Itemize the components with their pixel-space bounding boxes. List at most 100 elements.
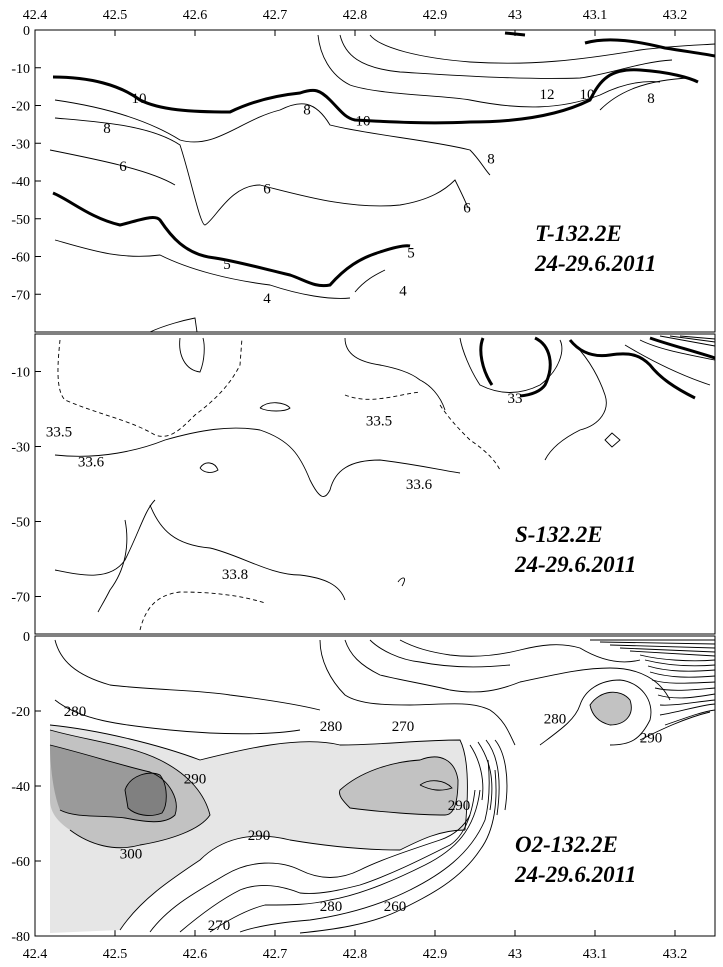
- contour-line: [54, 99, 491, 176]
- contour-line-bold: [479, 337, 494, 386]
- y-tick-label: -10: [11, 62, 30, 77]
- o2-fill-mid: [339, 756, 458, 815]
- y-tick-label: -50: [11, 516, 30, 531]
- o2-fill-darker: [125, 773, 167, 816]
- contour-line: [659, 335, 716, 347]
- contour-line-bold: [584, 38, 716, 58]
- contour-line-dashed: [57, 337, 243, 437]
- y-tick-label: -10: [11, 366, 30, 381]
- contour-label: 8: [103, 121, 111, 137]
- contour-line: [399, 639, 521, 657]
- contour-line: [124, 772, 167, 816]
- contour-label: 12: [540, 87, 555, 103]
- contour-label: 270: [392, 719, 415, 735]
- contour-line: [54, 427, 461, 497]
- x-tick-label: 42.7: [263, 8, 288, 23]
- contour-label: 280: [544, 712, 567, 728]
- contour-line: [149, 814, 471, 933]
- contour-line: [49, 724, 468, 831]
- contour-line: [397, 577, 405, 587]
- contour-line: [544, 344, 607, 461]
- contour-line: [54, 639, 321, 711]
- contour-line: [149, 504, 346, 601]
- contour-line-bold: [52, 191, 411, 288]
- contour-label: 33.8: [222, 567, 248, 583]
- x-tick-label: 42.4: [23, 8, 48, 23]
- dense-contours: [469, 639, 716, 816]
- contour-line: [319, 639, 516, 746]
- contour-line: [299, 769, 497, 934]
- contour-line: [344, 337, 446, 411]
- contour-line: [54, 239, 351, 299]
- contour-label: 280: [64, 704, 87, 720]
- y-tick-label: -30: [11, 137, 30, 152]
- contour-label: 6: [463, 200, 471, 216]
- x-tick-label: 43.1: [583, 8, 608, 23]
- x-tick-label: 43.1: [583, 947, 608, 962]
- contour-line: [54, 699, 301, 735]
- contour-label: 33.5: [366, 413, 392, 429]
- oxygen-date: 24-29.6.2011: [514, 862, 636, 887]
- contour-label: 4: [263, 291, 271, 307]
- contour-line: [589, 691, 632, 726]
- contour-label: 8: [647, 91, 655, 107]
- x-tick-label: 42.5: [103, 947, 128, 962]
- contour-label: 290: [248, 828, 271, 844]
- contour-line: [519, 667, 671, 701]
- contour-line-bold: [519, 336, 552, 398]
- contour-line: [199, 462, 219, 473]
- contour-label: 10: [132, 91, 147, 107]
- x-tick-label: 42.8: [343, 8, 368, 23]
- contour-line: [369, 34, 716, 64]
- contour-label: 290: [448, 798, 471, 814]
- contour-line: [119, 829, 466, 931]
- o2-fill-light: [70, 830, 116, 867]
- contour-line-bold: [504, 31, 526, 37]
- temperature-date: 24-29.6.2011: [534, 251, 656, 276]
- y-tick-label: 0: [23, 24, 30, 39]
- o2-fill-mid: [590, 692, 632, 725]
- contour-line: [179, 337, 205, 373]
- contour-line: [259, 402, 291, 412]
- temperature-title: T-132.2E: [535, 221, 622, 246]
- contour-label: 33.6: [406, 477, 433, 493]
- contour-line: [539, 679, 652, 746]
- contour-label: 6: [119, 159, 127, 175]
- oxygen-y-axis: 0 -20 -40 -60 -80: [11, 630, 41, 945]
- contour-label: 33.6: [78, 455, 105, 471]
- salinity-date: 24-29.6.2011: [514, 552, 636, 577]
- contour-label: 290: [184, 772, 207, 788]
- contour-line: [54, 117, 469, 226]
- contour-line: [519, 644, 641, 663]
- salinity-panel: -10 -30 -50 -70 33.5 33.5 33.6 33.6 33.8 33 S-13…: [11, 333, 716, 635]
- contour-line: [54, 499, 156, 576]
- x-tick-label: 43.2: [663, 8, 688, 23]
- x-tick-label: 43: [508, 8, 522, 23]
- x-tick-label: 42.9: [423, 8, 448, 23]
- salinity-title: S-132.2E: [515, 522, 603, 547]
- contour-line: [354, 269, 386, 293]
- contour-line-dashed: [439, 404, 501, 471]
- oxygen-panel: 0 -20 -40 -60 -80: [11, 630, 716, 945]
- contour-line: [419, 780, 453, 791]
- y-tick-label: -70: [11, 288, 30, 303]
- contour-label: 290: [640, 730, 663, 746]
- contour-line: [49, 149, 176, 186]
- contour-label: 300: [120, 847, 143, 863]
- contour-label: 33: [508, 391, 523, 407]
- oxygen-title: O2-132.2E: [515, 832, 618, 857]
- contour-line: [624, 344, 711, 386]
- temperature-contour-labels: 10 10 10 12 8 8 8 8 6 6 6 5 5 4 4: [103, 87, 655, 307]
- y-tick-label: -20: [11, 705, 30, 720]
- x-tick-label: 43: [508, 947, 522, 962]
- contour-line: [317, 34, 661, 108]
- contour-label: 10: [580, 87, 595, 103]
- y-tick-label: -40: [11, 175, 30, 190]
- contour-line-bold: [568, 339, 696, 400]
- x-tick-label: 42.9: [423, 947, 448, 962]
- contour-line: [369, 639, 511, 668]
- contour-label: 4: [399, 283, 407, 299]
- contour-label: 33.5: [46, 425, 72, 441]
- contour-line: [239, 759, 490, 933]
